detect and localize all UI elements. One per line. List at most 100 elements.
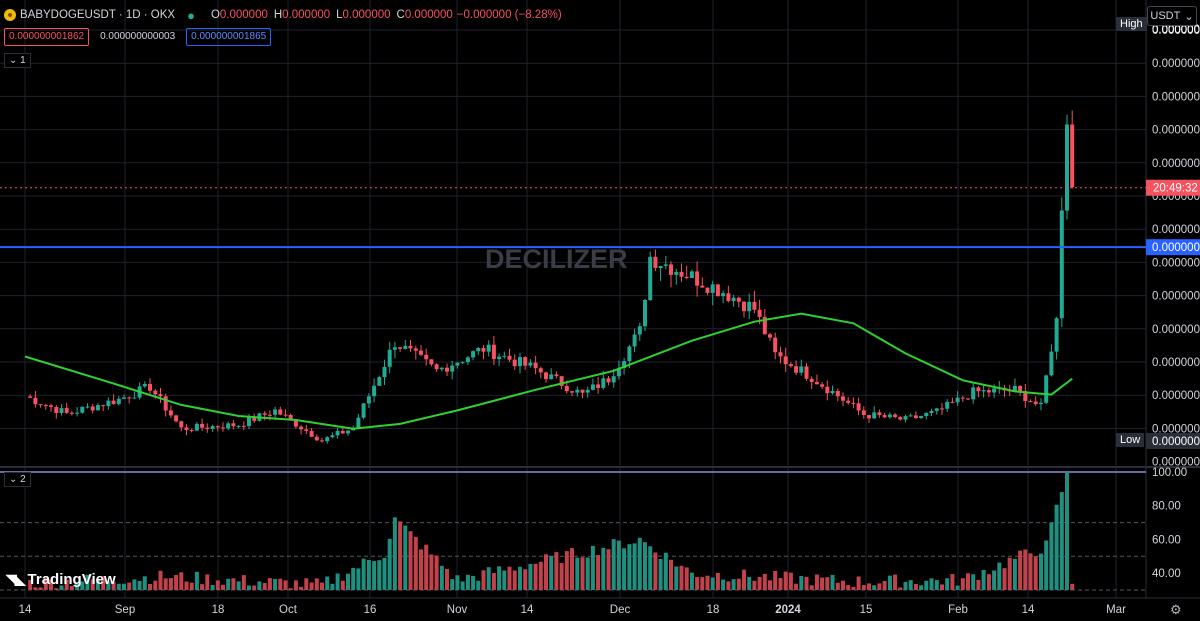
candle-body [142,383,147,387]
gear-icon[interactable]: ⚙ [1170,602,1182,617]
candle-body [674,271,679,275]
high-value: 0.000000 [282,9,331,21]
rsi-bar [627,544,632,590]
rsi-bar [205,574,210,590]
rsi-bar [903,581,908,590]
pane-1-toggle[interactable]: ⌄ 1 [4,53,31,68]
candles [28,110,1075,444]
candle-body [643,300,647,327]
high-marker: High [1116,17,1147,31]
price-axis-tick-label: 0.000000 [1152,324,1200,336]
candle-body [28,396,33,398]
rsi-bar [174,575,179,590]
candle-body [804,366,809,379]
rsi-bar [101,576,106,590]
tradingview-logo[interactable]: ◥◣ TradingView [6,571,116,588]
moving-average-line [24,312,1073,430]
candle-body [320,440,324,442]
time-axis-tick-label: 18 [212,604,225,616]
rsi-bar [882,580,887,590]
candle-body [856,403,861,411]
candle-body [392,347,397,350]
rsi-bar [601,547,606,590]
rsi-bar [1059,492,1064,590]
price-axis-tick-label: 0.000000 [1152,25,1200,37]
indicator-value-2: 0.000000000003 [100,31,176,42]
candle-body [773,337,778,353]
symbol-title[interactable]: BABYDOGEUSDT · 1D · OKX [20,9,176,21]
rsi-bar [794,583,799,590]
rsi-bar [861,585,866,590]
rsi-axis-tick-label: 80.00 [1152,501,1181,513]
candle-body [705,287,710,293]
low-price-label: 0.000000 [1152,436,1200,448]
rsi-bar [945,578,950,590]
rsi-bar [1028,553,1033,590]
rsi-bar [992,570,997,590]
candle-body [189,430,194,431]
rsi-bar [518,566,522,590]
rsi-bar [226,578,231,590]
candle-body [346,430,350,434]
candle-body [830,391,835,394]
candle-body [148,383,152,391]
candle-body [210,426,215,429]
candle-body [528,362,533,366]
rsi-bar [950,574,955,590]
rsi-bar [465,574,470,590]
candle-body [966,398,970,400]
rsi-bar [304,578,309,590]
open-value: 0.000000 [219,9,268,21]
candle-body [372,385,377,397]
candle-body [861,410,866,415]
rsi-bar [955,585,960,590]
pane-2-toggle[interactable]: ⌄ 2 [4,472,31,487]
candle-body [116,398,121,405]
brand-label: TradingView [27,571,116,588]
price-axis-tick-label: 0.000000 [1152,390,1200,402]
rsi-bar [1002,568,1007,590]
rsi-bar [403,525,408,590]
currency-selector[interactable]: USDT ⌄ [1147,6,1197,26]
candle-body [658,266,663,268]
rsi-bar [392,517,397,590]
rsi-bar [512,570,517,590]
rsi-bar [674,566,679,590]
rsi-bar [419,549,423,590]
candle-body [179,421,184,428]
candle-body [194,423,199,431]
rsi-bar [580,557,585,590]
rsi-bar [471,575,476,590]
candle-body [924,412,929,416]
candle-body [1023,391,1028,402]
rsi-bar [632,543,637,590]
time-axis-tick-label: Dec [610,604,631,616]
pane-2-label: 2 [20,474,26,485]
candle-body [512,359,517,367]
tradingview-icon: ◥◣ [6,571,25,587]
chevron-down-icon: ⌄ [1184,10,1194,23]
rsi-bar [523,569,528,590]
candle-body [1044,375,1049,403]
rsi-bar [658,559,663,590]
rsi-bar [528,563,533,590]
candle-body [262,413,267,415]
rsi-bar [622,548,627,590]
candle-body [304,429,309,431]
candle-body [283,414,288,416]
rsi-bar [153,580,158,590]
rsi-bar [929,578,934,590]
rsi-bar [799,576,804,590]
rsi-bar [731,579,736,590]
rsi-bar [346,573,350,590]
low-value: 0.000000 [342,9,391,21]
rsi-bar [1044,540,1049,590]
candle-body [616,368,621,377]
candle-body [637,326,642,335]
rsi-bar [919,585,924,590]
rsi-bar [460,581,465,590]
rsi-bar [356,568,361,590]
rsi-bar [788,572,793,590]
candle-body [1065,124,1069,211]
